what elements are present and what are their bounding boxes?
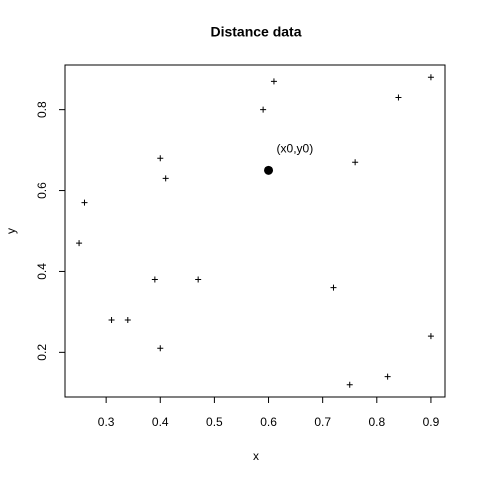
point [352, 159, 359, 166]
point [270, 78, 277, 85]
plot-box [64, 64, 446, 398]
x-tick-label: 0.6 [260, 415, 277, 429]
point [260, 106, 267, 113]
x-axis-label: x [253, 449, 259, 463]
y-tick-label: 0.8 [35, 101, 49, 118]
point [162, 175, 169, 182]
point [76, 240, 83, 247]
point [427, 74, 434, 81]
point [384, 373, 391, 380]
y-tick-label: 0.2 [35, 344, 49, 361]
point [427, 333, 434, 340]
point [346, 381, 353, 388]
point [395, 94, 402, 101]
y-tick-label: 0.6 [35, 182, 49, 199]
highlight-label: (x0,y0) [277, 141, 314, 155]
x-tick-label: 0.9 [423, 415, 440, 429]
y-tick-label: 0.4 [35, 263, 49, 280]
x-tick-label: 0.8 [368, 415, 385, 429]
point [157, 345, 164, 352]
x-tick-label: 0.5 [206, 415, 223, 429]
x-tick-label: 0.7 [314, 415, 331, 429]
y-axis-label: y [4, 228, 18, 234]
x-tick-label: 0.3 [98, 415, 115, 429]
chart-title: Distance data [210, 24, 301, 40]
point [108, 316, 115, 323]
point [81, 199, 88, 206]
point [124, 316, 131, 323]
point [151, 276, 158, 283]
x-tick-label: 0.4 [152, 415, 169, 429]
point [195, 276, 202, 283]
highlight-point [264, 165, 274, 175]
point [330, 284, 337, 291]
point [157, 155, 164, 162]
